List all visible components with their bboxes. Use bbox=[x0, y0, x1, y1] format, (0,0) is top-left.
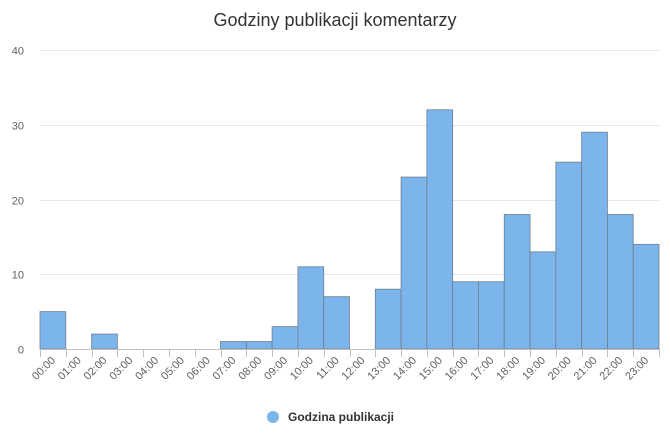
x-tick-label: 08:00 bbox=[236, 355, 264, 383]
x-tick-label: 02:00 bbox=[82, 355, 110, 383]
x-tick-label: 07:00 bbox=[211, 355, 239, 383]
x-tick-label: 14:00 bbox=[391, 355, 419, 383]
bar-1300[interactable] bbox=[374, 288, 402, 350]
x-axis bbox=[40, 349, 660, 357]
x-tick-label: 20:00 bbox=[546, 355, 574, 383]
bars bbox=[39, 109, 660, 350]
x-tick-label: 03:00 bbox=[107, 355, 135, 383]
x-tick-label: 17:00 bbox=[469, 355, 497, 383]
x-tick-label: 12:00 bbox=[340, 355, 368, 383]
y-tick-label: 10 bbox=[12, 270, 24, 282]
legend-label[interactable]: Godzina publikacji bbox=[288, 410, 394, 424]
x-tick-label: 04:00 bbox=[133, 355, 161, 383]
y-tick-label: 0 bbox=[18, 345, 24, 357]
x-tick-label: 10:00 bbox=[288, 355, 316, 383]
bar-1600[interactable] bbox=[452, 281, 479, 350]
bar-0000[interactable] bbox=[39, 311, 67, 350]
x-tick-label: 06:00 bbox=[185, 355, 213, 383]
bar-2000[interactable] bbox=[555, 161, 583, 350]
x-tick-label: 05:00 bbox=[159, 355, 187, 383]
x-tick-label: 21:00 bbox=[572, 355, 600, 383]
bar-1000[interactable] bbox=[297, 266, 325, 350]
bar-1100[interactable] bbox=[323, 296, 350, 350]
y-tick-label: 40 bbox=[12, 46, 24, 58]
legend-marker[interactable] bbox=[267, 411, 279, 423]
x-tick-label: 18:00 bbox=[494, 355, 522, 383]
chart-title: Godziny publikacji komentarzy bbox=[213, 10, 456, 30]
x-tick-label: 13:00 bbox=[365, 355, 393, 383]
bar-0900[interactable] bbox=[271, 326, 299, 350]
bar-0800[interactable] bbox=[245, 341, 273, 350]
x-tick-label: 16:00 bbox=[443, 355, 471, 383]
bar-1900[interactable] bbox=[529, 251, 557, 350]
bar-1400[interactable] bbox=[400, 176, 428, 350]
x-tick-label: 23:00 bbox=[623, 355, 651, 383]
x-axis-labels: 00:0001:0002:0003:0004:0005:0006:0007:00… bbox=[30, 355, 651, 383]
x-tick-label: 09:00 bbox=[262, 355, 290, 383]
bar-2100[interactable] bbox=[581, 131, 608, 350]
bar-2300[interactable] bbox=[632, 243, 660, 350]
x-tick-label: 00:00 bbox=[30, 355, 58, 383]
bar-1700[interactable] bbox=[478, 281, 505, 350]
bar-1800[interactable] bbox=[503, 214, 531, 350]
bar-1500[interactable] bbox=[426, 109, 454, 350]
bar-2200[interactable] bbox=[607, 214, 634, 350]
bar-0700[interactable] bbox=[220, 341, 247, 350]
x-tick-label: 01:00 bbox=[56, 355, 84, 383]
x-tick-label: 15:00 bbox=[417, 355, 445, 383]
y-axis-labels: 0 10 20 30 40 bbox=[12, 46, 24, 357]
bar-0200[interactable] bbox=[91, 333, 118, 350]
x-tick-label: 19:00 bbox=[520, 355, 548, 383]
y-tick-label: 30 bbox=[12, 121, 24, 133]
x-tick-label: 22:00 bbox=[597, 355, 625, 383]
x-tick-label: 11:00 bbox=[314, 355, 341, 382]
y-tick-label: 20 bbox=[12, 196, 24, 208]
legend[interactable]: Godzina publikacji bbox=[267, 410, 394, 424]
